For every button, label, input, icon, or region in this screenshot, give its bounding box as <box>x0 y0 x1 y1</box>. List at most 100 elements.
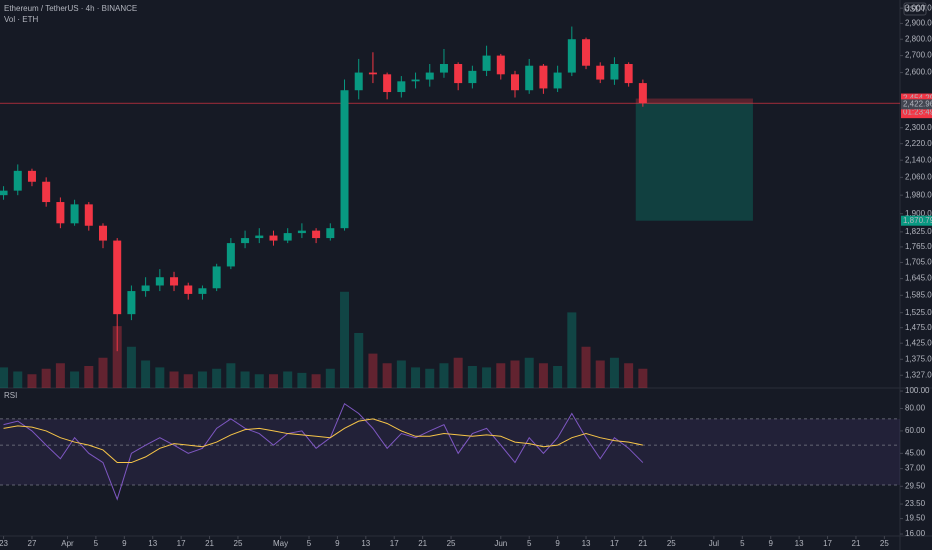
candle-body <box>510 74 519 91</box>
rsi-tick-label: 19.50 <box>905 514 926 523</box>
candle-body <box>56 202 65 224</box>
candle-body <box>383 74 392 93</box>
x-tick-label: 21 <box>418 539 427 548</box>
y-tick-label: 1,475.00 <box>905 323 932 332</box>
candle-body <box>27 170 36 182</box>
candle-body <box>198 288 207 294</box>
price-label: 1,870.79 <box>903 216 932 225</box>
candle-body <box>454 64 463 84</box>
volume-bar <box>268 374 278 388</box>
volume-bar <box>112 326 122 388</box>
volume-bar <box>297 372 307 388</box>
volume-bar <box>510 360 520 388</box>
rsi-tick-label: 23.50 <box>905 499 926 508</box>
volume-label: Vol · ETH <box>4 15 38 24</box>
volume-bar <box>41 368 51 388</box>
x-tick-label: Apr <box>61 539 74 548</box>
chart-title: Ethereum / TetherUS · 4h · BINANCE <box>4 4 137 13</box>
y-tick-label: 2,140.00 <box>905 155 932 164</box>
volume-bar <box>183 374 193 388</box>
volume-bar <box>13 371 23 388</box>
volume-bar <box>212 368 222 388</box>
candle-body <box>425 72 434 80</box>
x-tick-label: 27 <box>28 539 37 548</box>
rsi-label: RSI <box>4 391 17 400</box>
x-tick-label: 13 <box>148 539 157 548</box>
x-tick-label: 5 <box>307 539 312 548</box>
volume-bar <box>553 366 563 388</box>
volume-bar <box>396 360 406 388</box>
volume-bar <box>141 360 151 388</box>
y-tick-label: 2,220.00 <box>905 139 932 148</box>
rsi-tick-label: 80.00 <box>905 404 926 413</box>
rsi-tick-label: 100.00 <box>905 386 930 395</box>
y-tick-label: 2,060.00 <box>905 172 932 181</box>
candle-body <box>127 291 136 315</box>
x-tick-label: Jun <box>494 539 507 548</box>
candle-body <box>70 204 79 224</box>
volume-bar <box>240 371 250 388</box>
y-tick-label: 1,900.00 <box>905 209 932 218</box>
x-tick-label: 25 <box>667 539 676 548</box>
y-tick-label: 1,425.00 <box>905 338 932 347</box>
candle-body <box>539 65 548 89</box>
y-tick-label: 1,525.00 <box>905 308 932 317</box>
price-label: 2,422.96 <box>903 99 932 108</box>
rsi-tick-label: 29.50 <box>905 481 926 490</box>
x-tick-label: 25 <box>234 539 243 548</box>
x-tick-label: 21 <box>852 539 861 548</box>
volume-bar <box>98 357 108 388</box>
currency-box[interactable] <box>903 2 927 16</box>
volume-bar <box>538 363 548 388</box>
candle-body <box>439 64 448 73</box>
candle-body <box>624 64 633 84</box>
rsi-band <box>0 418 900 485</box>
volume-bar <box>283 371 293 388</box>
volume-bar <box>155 367 165 388</box>
candle-body <box>596 65 605 80</box>
candle-body <box>170 277 179 286</box>
volume-bar <box>354 333 364 388</box>
candle-body <box>13 170 22 191</box>
currency[interactable]: USDT <box>904 5 926 14</box>
volume-bar <box>524 357 534 388</box>
candle-body <box>98 225 107 241</box>
candle-body <box>155 277 164 286</box>
x-tick-label: 23 <box>0 539 9 548</box>
candle-body <box>496 55 505 75</box>
candle-body <box>141 285 150 292</box>
y-tick-label: 1,705.00 <box>905 258 932 267</box>
candle-body <box>582 39 591 66</box>
volume-bar <box>311 374 321 388</box>
candle-body <box>269 235 278 241</box>
x-tick-label: 25 <box>880 539 889 548</box>
candle-body <box>212 266 221 289</box>
candle-body <box>482 55 491 71</box>
candle-body <box>312 230 321 239</box>
volume-bar <box>581 346 591 388</box>
countdown: 01:23:49 <box>903 107 932 116</box>
candle-body <box>525 65 534 91</box>
y-tick-label: 1,585.00 <box>905 290 932 299</box>
y-tick-label: 1,765.00 <box>905 242 932 251</box>
x-tick-label: 13 <box>795 539 804 548</box>
x-tick-label: 5 <box>94 539 99 548</box>
candle-body <box>411 79 420 82</box>
candle-body <box>184 285 193 294</box>
x-tick-label: Jul <box>709 539 719 548</box>
y-tick-label: 2,900.00 <box>905 19 932 28</box>
x-tick-label: 5 <box>527 539 532 548</box>
volume-bar <box>595 360 605 388</box>
candle-body <box>354 72 363 91</box>
volume-bar <box>0 367 9 388</box>
candle-body <box>297 230 306 234</box>
rsi-tick-label: 16.00 <box>905 529 926 538</box>
volume-bar <box>226 363 236 388</box>
y-tick-label: 1,327.00 <box>905 370 932 379</box>
x-tick-label: 21 <box>638 539 647 548</box>
volume-bar <box>126 346 136 388</box>
candle-body <box>84 204 93 226</box>
candle-body <box>283 233 292 241</box>
volume-bar <box>325 368 335 388</box>
y-tick-label: 2,300.00 <box>905 123 932 132</box>
